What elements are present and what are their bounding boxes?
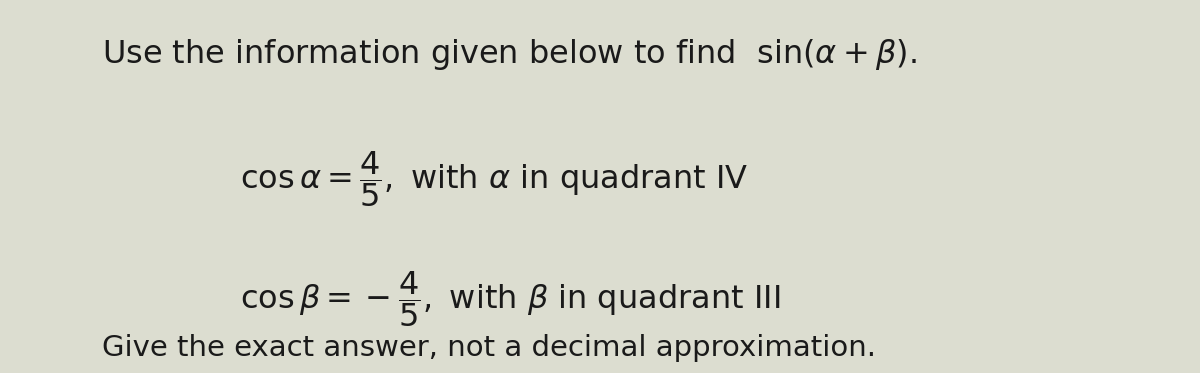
Text: Use the information given below to find  $\sin(\alpha+\beta).$: Use the information given below to find … xyxy=(102,37,917,72)
Text: $\cos\alpha = \dfrac{4}{5},$ with $\alpha$ in quadrant IV: $\cos\alpha = \dfrac{4}{5},$ with $\alph… xyxy=(240,149,749,209)
Text: Give the exact answer, not a decimal approximation.: Give the exact answer, not a decimal app… xyxy=(102,334,876,362)
Text: $\cos\beta = -\dfrac{4}{5},$ with $\beta$ in quadrant III: $\cos\beta = -\dfrac{4}{5},$ with $\beta… xyxy=(240,269,780,329)
